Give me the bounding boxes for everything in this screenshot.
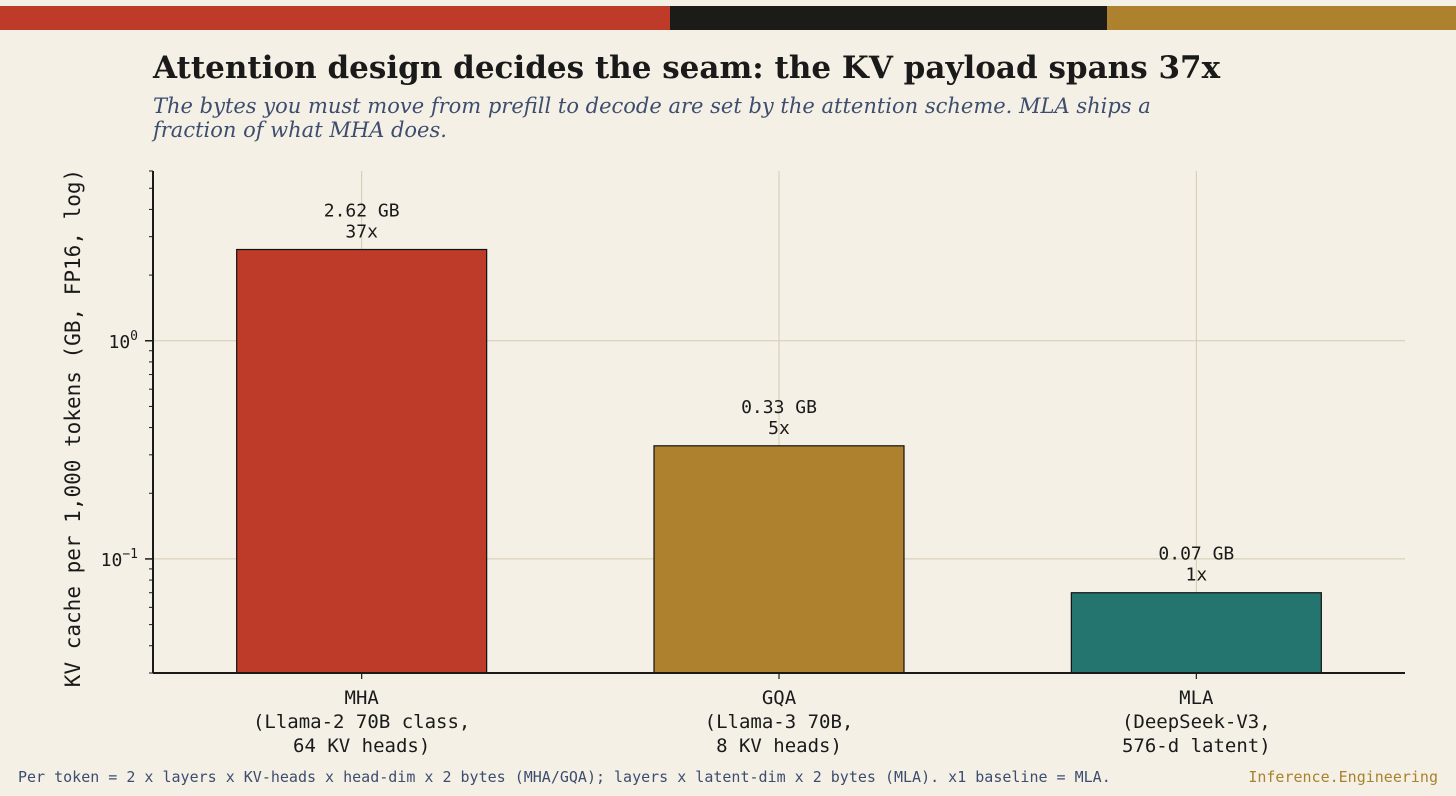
bar-ratio-label: 5x [768,418,790,439]
chart-title: Attention design decides the seam: the K… [153,50,1221,86]
x-tick-label: (Llama-2 70B class, [253,711,470,733]
bar-value-label: 2.62 GB [324,201,400,222]
footer-note: Per token = 2 x layers x KV-heads x head… [18,768,1111,786]
stripe-black [670,6,1107,30]
x-tick-label: GQA [762,687,797,709]
x-tick-label: MLA [1179,687,1214,709]
x-tick-label: 8 KV heads) [716,735,842,757]
chart-subtitle: The bytes you must move from prefill to … [153,94,1151,142]
x-tick-label: (Llama-3 70B, [705,711,854,733]
bar-value-label: 0.07 GB [1158,544,1234,565]
bar-mha [236,248,488,674]
bar-value-label: 0.33 GB [741,397,817,418]
x-tick-label: 576-d latent) [1122,735,1271,757]
bar-ratio-label: 37x [345,222,378,243]
stripe-gold [1107,6,1456,30]
x-tick-label: (DeepSeek-V3, [1122,711,1271,733]
x-tick-label: MHA [345,687,380,709]
y-tick-label: 100 [108,329,138,353]
bar-mla [1070,592,1322,674]
y-tick-label: 10−1 [101,547,138,571]
x-tick-label: 64 KV heads) [293,735,430,757]
bar-ratio-label: 1x [1185,565,1207,586]
bar-gqa [653,445,905,674]
stripe-red [0,6,670,30]
footer-brand: Inference.Engineering [1248,768,1438,786]
color-stripe [0,6,1456,30]
y-axis-label: KV cache per 1,000 tokens (GB, FP16, log… [61,169,85,687]
